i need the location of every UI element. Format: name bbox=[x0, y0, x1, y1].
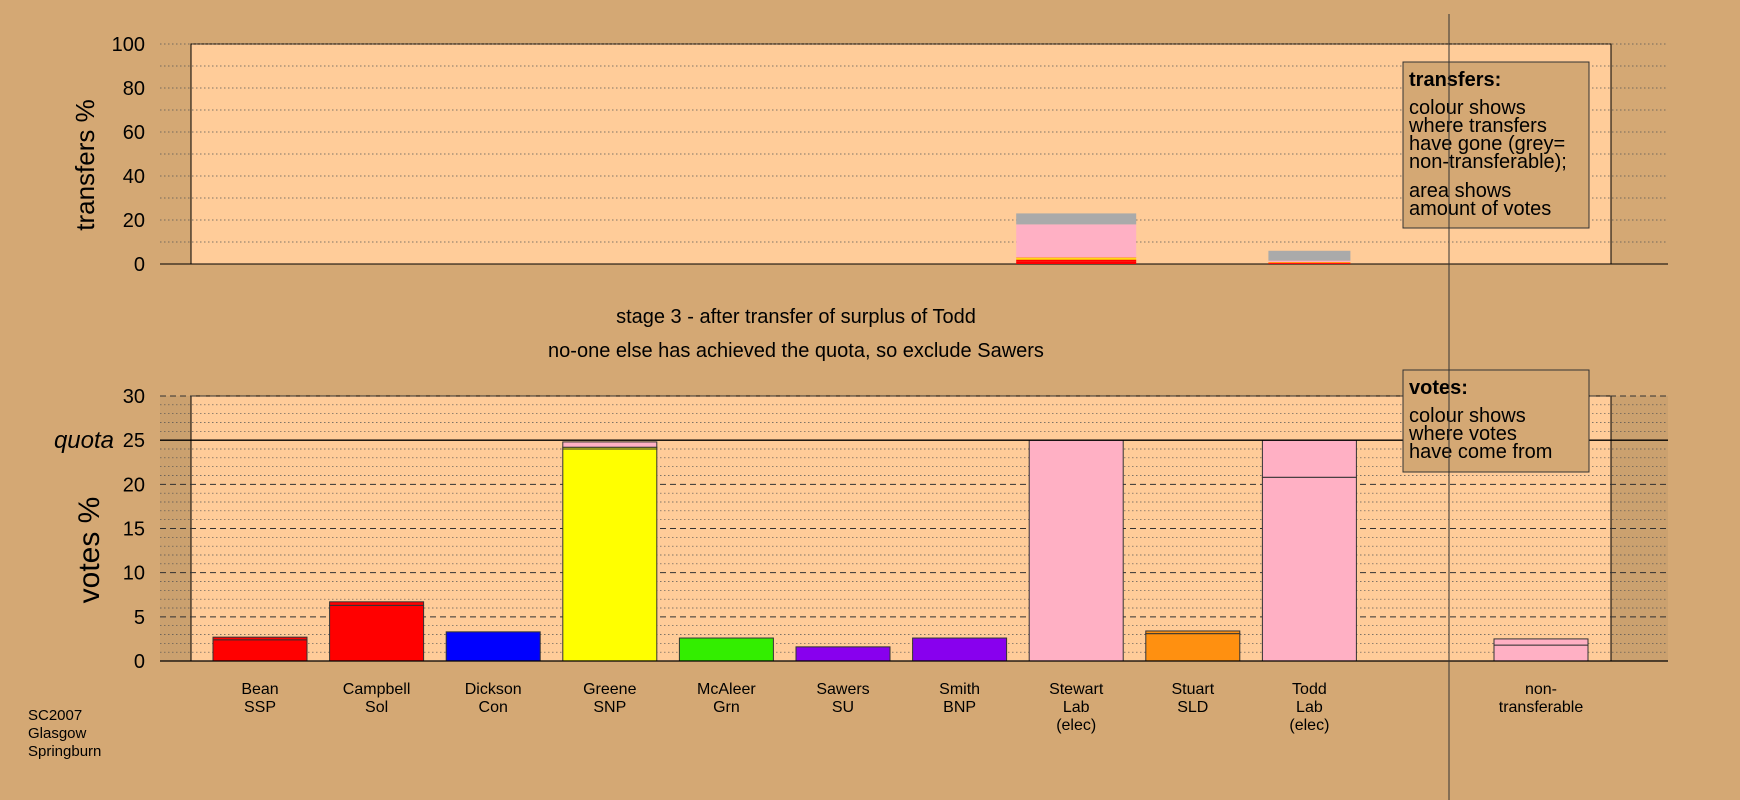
transfer-bar-segment bbox=[1016, 261, 1137, 264]
nontransferable-bar-segment bbox=[1493, 644, 1589, 662]
candidate-party-label: Con bbox=[479, 699, 508, 716]
vote-bar-segment bbox=[912, 637, 1008, 662]
transfers-legend-line: have gone (grey= bbox=[1409, 133, 1565, 155]
vote-bar-segment bbox=[562, 448, 658, 662]
votes-legend-line: colour shows bbox=[1409, 405, 1526, 427]
transfers-y-tick-label: 80 bbox=[123, 78, 145, 100]
votes-y-tick-label: 5 bbox=[134, 607, 145, 629]
transfers-y-tick-label: 40 bbox=[123, 166, 145, 188]
transfer-bar-segment bbox=[1016, 257, 1137, 259]
candidate-party-label: SSP bbox=[244, 699, 276, 716]
votes-legend-title: votes: bbox=[1409, 377, 1468, 399]
candidate-name-label: Todd bbox=[1292, 681, 1327, 698]
transfers-y-tick-label: 100 bbox=[112, 34, 145, 56]
votes-legend: votes: colour shows where votes have com… bbox=[1402, 369, 1590, 473]
stage-title-line-1: stage 3 - after transfer of surplus of T… bbox=[616, 306, 976, 328]
transfers-legend-line: area shows bbox=[1409, 180, 1511, 202]
candidate-name-label: Dickson bbox=[465, 681, 522, 698]
transfers-legend-line: amount of votes bbox=[1409, 198, 1551, 220]
candidate-party-label: Lab bbox=[1296, 699, 1323, 716]
candidate-status-label: (elec) bbox=[1289, 717, 1329, 734]
candidate-party-label: SLD bbox=[1177, 699, 1208, 716]
transfer-bar-segment bbox=[1016, 259, 1137, 262]
votes-y-tick-label: 30 bbox=[123, 386, 145, 408]
vote-bar-segment bbox=[329, 601, 425, 606]
votes-legend-line: where votes bbox=[1408, 423, 1517, 445]
transfer-bar-segment bbox=[1016, 224, 1137, 258]
candidate-party-label: BNP bbox=[943, 699, 976, 716]
votes-legend-line: have come from bbox=[1409, 441, 1552, 463]
transfer-bar-segment bbox=[1268, 263, 1351, 264]
transfers-y-tick-label: 0 bbox=[134, 254, 145, 276]
stage-title-line-2: no-one else has achieved the quota, so e… bbox=[548, 340, 1044, 362]
vote-bar-segment bbox=[212, 636, 308, 641]
transfers-y-axis-label: transfers % bbox=[70, 99, 100, 231]
transfers-legend-box bbox=[1402, 61, 1590, 229]
footer-line: Springburn bbox=[28, 743, 101, 760]
transfers-legend-line: non-transferable); bbox=[1409, 151, 1567, 173]
candidate-name-label: Bean bbox=[241, 681, 278, 698]
vote-bar-segment bbox=[1261, 439, 1357, 478]
candidate-party-label: SU bbox=[832, 699, 854, 716]
vote-bar-segment bbox=[1145, 630, 1241, 635]
vote-bar-segment bbox=[1145, 633, 1241, 662]
vote-bar-segment bbox=[1261, 476, 1357, 662]
transfer-bar-segment bbox=[1268, 250, 1351, 261]
transfers-y-tick-label: 60 bbox=[123, 122, 145, 144]
nontransferable-label: non- bbox=[1525, 681, 1557, 698]
nontransferable-bar-segment bbox=[1493, 638, 1589, 646]
candidate-name-label: Smith bbox=[939, 681, 980, 698]
constituency-label: SC2007 Glasgow Springburn bbox=[28, 707, 101, 760]
transfer-bar-segment bbox=[1268, 262, 1351, 264]
vote-bar-segment bbox=[212, 639, 308, 662]
vote-bar-segment bbox=[678, 637, 774, 662]
candidate-party-label: Lab bbox=[1063, 699, 1090, 716]
transfers-y-tick-label: 20 bbox=[123, 210, 145, 232]
footer-line: SC2007 bbox=[28, 707, 82, 724]
candidate-status-label: (elec) bbox=[1056, 717, 1096, 734]
votes-y-tick-label: 0 bbox=[134, 651, 145, 673]
candidate-name-label: Stuart bbox=[1171, 681, 1214, 698]
transfer-bar-segment bbox=[1016, 258, 1137, 260]
footer-line: Glasgow bbox=[28, 725, 87, 742]
vote-bar-segment bbox=[329, 604, 425, 662]
votes-y-tick-label: 20 bbox=[123, 474, 145, 496]
votes-y-axis-label: votes % bbox=[73, 497, 106, 604]
vote-bar-segment bbox=[562, 441, 658, 448]
votes-left-margin-shade bbox=[160, 396, 191, 661]
transfers-legend-line: colour shows bbox=[1409, 97, 1526, 119]
transfer-bar-segment bbox=[1016, 213, 1137, 225]
votes-y-tick-label: 15 bbox=[123, 519, 145, 541]
transfer-bar-segment bbox=[1268, 260, 1351, 263]
candidate-name-label: Stewart bbox=[1049, 681, 1104, 698]
vote-bar-segment bbox=[445, 631, 541, 662]
candidate-name-label: Greene bbox=[583, 681, 636, 698]
vote-bar-segment bbox=[1028, 439, 1124, 662]
votes-right-margin-shade bbox=[1611, 396, 1668, 661]
votes-y-tick-label: 25 bbox=[123, 430, 145, 452]
transfers-legend: transfers: colour shows where transfers … bbox=[1402, 61, 1590, 229]
transfer-bar-segment bbox=[1268, 262, 1351, 263]
votes-y-tick-label: 10 bbox=[123, 563, 145, 585]
candidate-party-label: Sol bbox=[365, 699, 388, 716]
vote-bar-segment bbox=[795, 646, 891, 662]
candidate-name-label: McAleer bbox=[697, 681, 756, 698]
candidate-name-label: Sawers bbox=[816, 681, 869, 698]
transfers-legend-title: transfers: bbox=[1409, 69, 1501, 91]
transfers-legend-line: where transfers bbox=[1408, 115, 1547, 137]
candidate-name-label: Campbell bbox=[343, 681, 411, 698]
candidate-party-label: Grn bbox=[713, 699, 740, 716]
votes-legend-box bbox=[1402, 369, 1590, 473]
nontransferable-label: transferable bbox=[1499, 699, 1584, 716]
quota-label: quota bbox=[54, 427, 114, 454]
candidate-party-label: SNP bbox=[593, 699, 626, 716]
